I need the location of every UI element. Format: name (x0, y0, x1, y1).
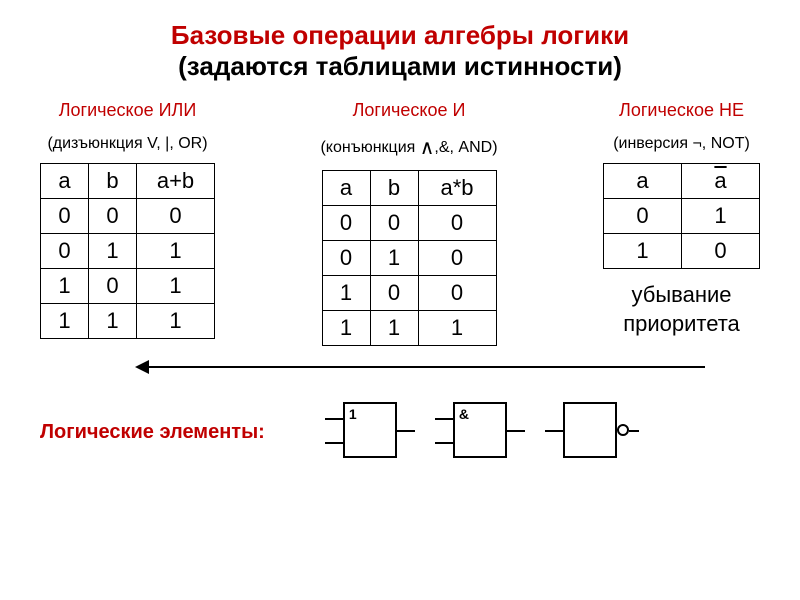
arrow-line (145, 366, 705, 368)
col-header: b (370, 171, 418, 206)
tables-row: Логическое ИЛИ (дизъюнкция V, |, OR) a b… (40, 100, 760, 346)
table-row: 010 (322, 241, 496, 276)
table-row: 000 (41, 199, 215, 234)
title-line-1: Базовые операции алгебры логики (40, 20, 760, 51)
col-header: b (89, 164, 137, 199)
col-header: a+b (137, 164, 215, 199)
priority-label: убывание приоритета (623, 281, 740, 338)
col-header: a (322, 171, 370, 206)
col-header: a (41, 164, 89, 199)
table-row: 000 (322, 206, 496, 241)
col-header: a (682, 164, 760, 199)
or-heading: Логическое ИЛИ (59, 100, 197, 121)
table-row: 111 (322, 311, 496, 346)
table-row: 01 (604, 199, 760, 234)
table-row: a b a*b (322, 171, 496, 206)
priority-arrow (40, 358, 760, 378)
and-gate-label: & (459, 406, 469, 422)
not-gate-icon (545, 402, 635, 462)
col-header: a (604, 164, 682, 199)
or-column: Логическое ИЛИ (дизъюнкция V, |, OR) a b… (40, 100, 215, 346)
or-sub: (дизъюнкция V, |, OR) (47, 135, 207, 153)
table-row: 011 (41, 234, 215, 269)
and-column: Логическое И (конъюнкция ∧,&, AND) a b a… (320, 100, 497, 346)
arrow-head-icon (135, 360, 149, 374)
not-table: a a 01 10 (603, 163, 760, 269)
not-sub: (инверсия ¬, NOT) (613, 135, 750, 153)
and-gate-icon: & (435, 402, 525, 462)
or-table: a b a+b 000 011 101 111 (40, 163, 215, 339)
and-heading: Логическое И (353, 100, 466, 121)
table-row: a b a+b (41, 164, 215, 199)
title-line-2: (задаются таблицами истинности) (40, 51, 760, 82)
page-title: Базовые операции алгебры логики (задаютс… (40, 20, 760, 82)
table-row: a a (604, 164, 760, 199)
table-row: 10 (604, 234, 760, 269)
or-gate-label: 1 (349, 406, 357, 422)
not-column: Логическое НЕ (инверсия ¬, NOT) a a 01 1… (603, 100, 760, 346)
table-row: 101 (41, 269, 215, 304)
not-heading: Логическое НЕ (619, 100, 744, 121)
col-header: a*b (418, 171, 496, 206)
and-table: a b a*b 000 010 100 111 (322, 170, 497, 346)
table-row: 100 (322, 276, 496, 311)
table-row: 111 (41, 304, 215, 339)
elements-label: Логические элементы: (40, 421, 265, 444)
or-gate-icon: 1 (325, 402, 415, 462)
and-sub: (конъюнкция ∧,&, AND) (320, 135, 497, 160)
inversion-circle-icon (617, 424, 629, 436)
logic-elements-row: Логические элементы: 1 & (40, 402, 760, 462)
